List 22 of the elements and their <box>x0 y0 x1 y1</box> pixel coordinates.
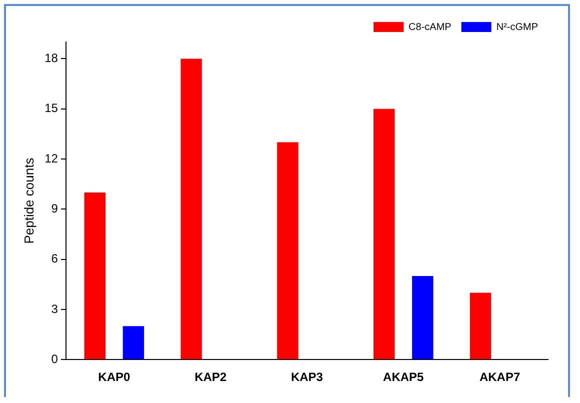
bar <box>84 192 106 360</box>
x-tick-label: KAP2 <box>194 370 227 384</box>
y-tick-label: 18 <box>44 51 58 66</box>
x-tick-label: KAP3 <box>290 370 324 384</box>
x-tick-label: AKAP7 <box>479 370 520 384</box>
y-tick-label: 6 <box>51 252 58 266</box>
legend-label: C8-cAMP <box>408 22 452 33</box>
y-tick-label: 9 <box>51 201 58 216</box>
bar <box>412 276 434 360</box>
x-tick-label: AKAP5 <box>383 370 424 384</box>
y-tick-label: 12 <box>44 151 58 166</box>
legend-label: N²-cGMP <box>496 22 538 33</box>
bar <box>122 326 144 360</box>
bar <box>373 108 395 360</box>
bar <box>180 58 202 360</box>
x-tick-label: KAP0 <box>98 370 130 384</box>
bar <box>470 292 492 360</box>
bar <box>277 142 298 360</box>
y-tick-label: 15 <box>44 101 58 116</box>
y-tick-label: 3 <box>51 302 58 316</box>
y-axis-title: Peptide counts <box>21 157 36 244</box>
y-tick-label: 0 <box>51 352 58 366</box>
